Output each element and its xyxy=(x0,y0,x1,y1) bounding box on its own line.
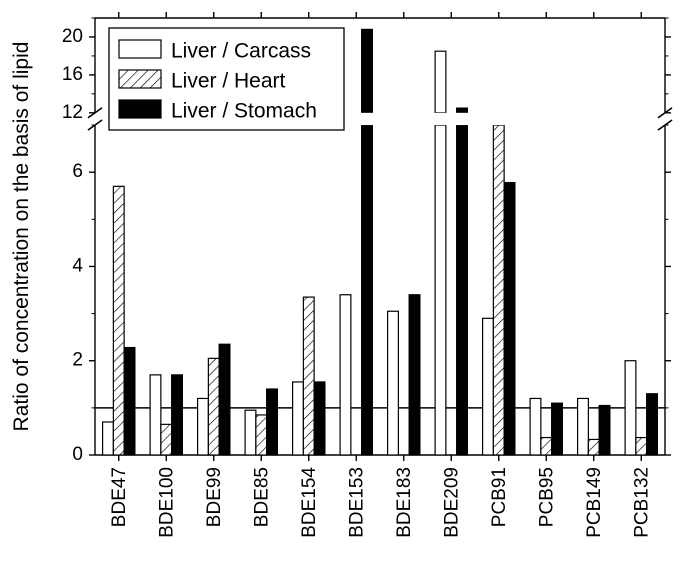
svg-text:2: 2 xyxy=(72,350,83,371)
svg-text:BDE154: BDE154 xyxy=(299,467,320,538)
svg-text:BDE100: BDE100 xyxy=(156,467,177,538)
svg-text:Ratio of concentration on the: Ratio of concentration on the basis of l… xyxy=(10,42,33,432)
svg-text:BDE209: BDE209 xyxy=(441,467,462,538)
svg-text:PCB95: PCB95 xyxy=(536,467,557,527)
svg-text:PCB132: PCB132 xyxy=(631,467,652,538)
svg-text:BDE99: BDE99 xyxy=(204,467,225,527)
svg-text:PCB91: PCB91 xyxy=(489,467,510,527)
svg-text:BDE183: BDE183 xyxy=(394,467,415,538)
svg-text:Liver / Carcass: Liver / Carcass xyxy=(171,40,311,63)
svg-text:BDE85: BDE85 xyxy=(251,467,272,527)
svg-text:0: 0 xyxy=(72,444,83,465)
svg-text:4: 4 xyxy=(72,255,83,276)
chart-container: 0 2 4 6 12 16 20 Ratio of concentration on the … xyxy=(0,0,685,583)
svg-text:Liver / Stomach: Liver / Stomach xyxy=(171,100,317,123)
svg-text:BDE153: BDE153 xyxy=(346,467,367,538)
svg-text:6: 6 xyxy=(72,161,83,182)
svg-text:12: 12 xyxy=(62,102,83,123)
svg-text:16: 16 xyxy=(62,64,83,85)
bar-chart: 0 2 4 6 12 16 20 Ratio of concentration on the … xyxy=(0,0,685,583)
svg-text:PCB149: PCB149 xyxy=(584,467,605,538)
svg-text:BDE47: BDE47 xyxy=(109,467,130,527)
svg-text:Liver / Heart: Liver / Heart xyxy=(171,70,286,93)
svg-text:20: 20 xyxy=(62,26,83,47)
